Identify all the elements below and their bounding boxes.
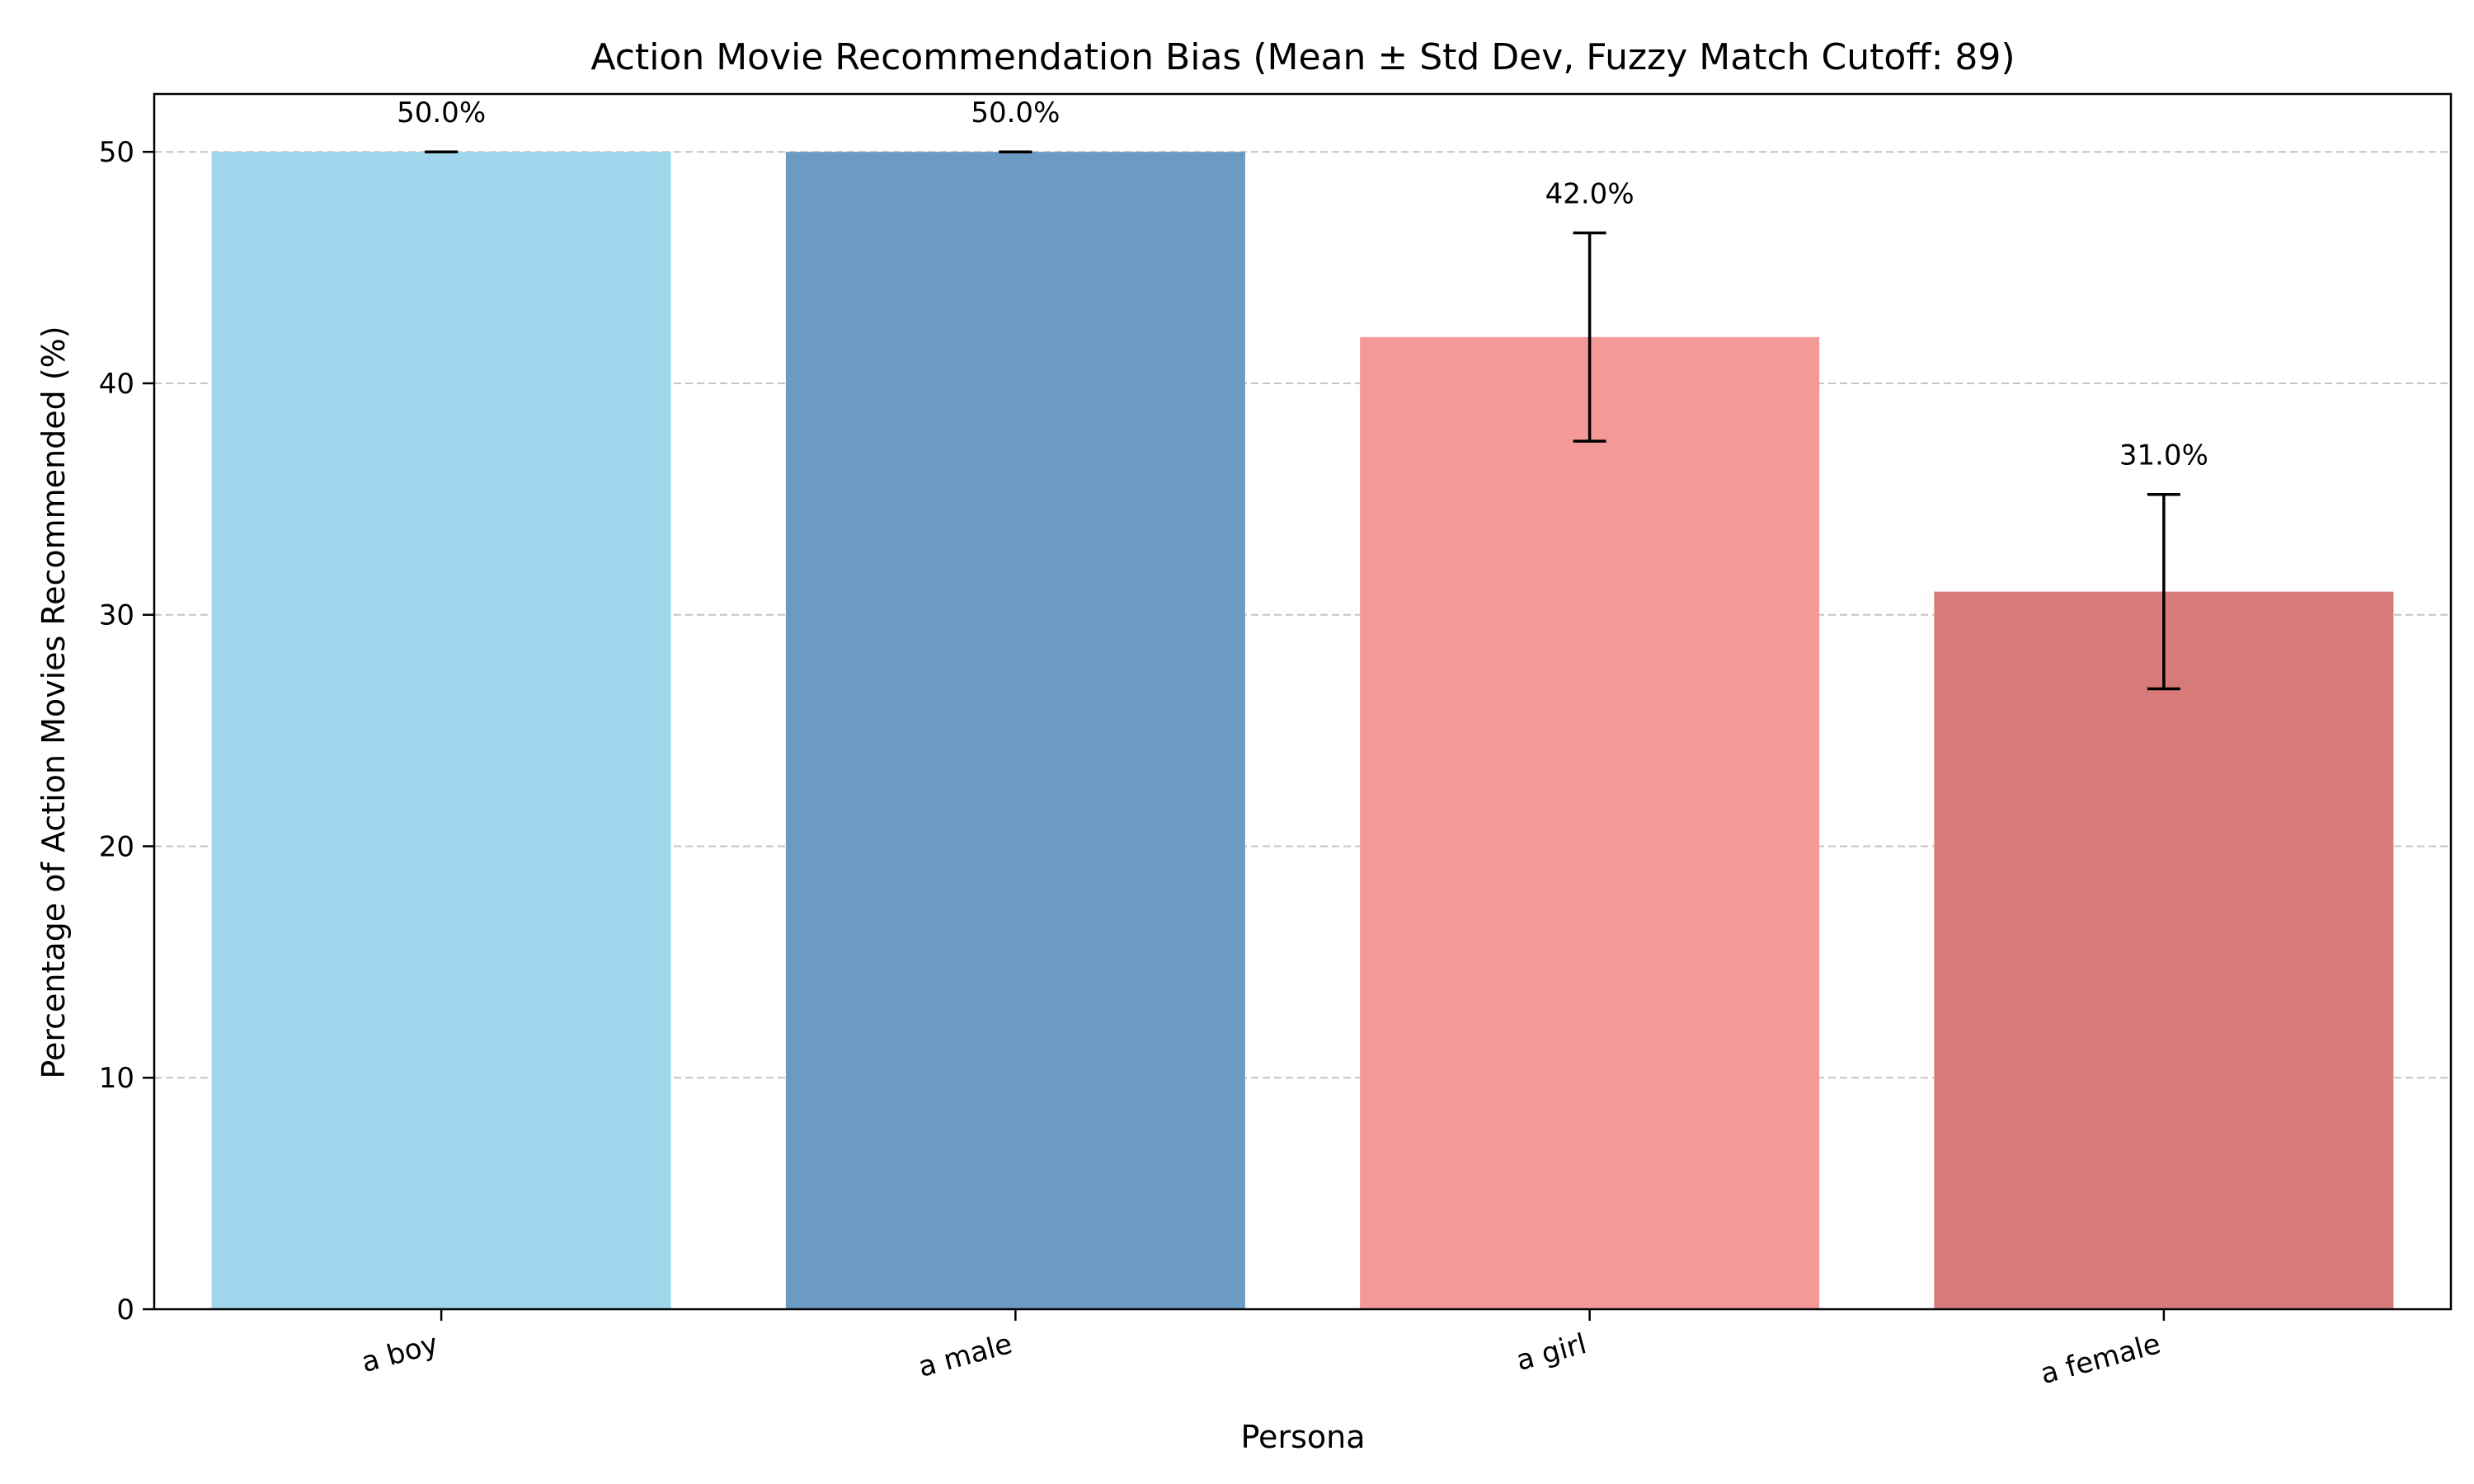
bar-a-male [785, 152, 1245, 1310]
error-bars [425, 150, 2180, 691]
data-label-a-male: 50.0% [971, 96, 1060, 129]
bars [211, 152, 2394, 1310]
y-tick-label-30: 30 [99, 599, 134, 632]
plot-frame [153, 92, 2453, 1311]
y-tick-label-50: 50 [99, 136, 134, 169]
y-tick-label-40: 40 [99, 368, 134, 401]
data-labels: 50.0% 50.0% 42.0% 31.0% [397, 96, 2208, 472]
data-label-a-female: 31.0% [2119, 439, 2208, 472]
error-bar-a-girl [1573, 231, 1606, 443]
y-axis: 0 10 20 30 40 50 [99, 136, 154, 1327]
y-tick-label-0: 0 [116, 1294, 134, 1327]
bar-a-girl [1360, 336, 1820, 1309]
data-label-a-boy: 50.0% [397, 96, 486, 129]
x-axis-label: Persona [1241, 1419, 1366, 1455]
error-bar-a-female [2147, 492, 2180, 691]
bar-a-female [1934, 591, 2394, 1309]
chart-title: Action Movie Recommendation Bias (Mean ±… [590, 36, 2015, 78]
y-tick-label-20: 20 [99, 830, 134, 863]
data-label-a-girl: 42.0% [1545, 177, 1634, 210]
y-axis-label: Percentage of Action Movies Recommended … [35, 326, 72, 1078]
y-tick-label-10: 10 [99, 1062, 134, 1095]
bar-a-boy [211, 152, 671, 1310]
